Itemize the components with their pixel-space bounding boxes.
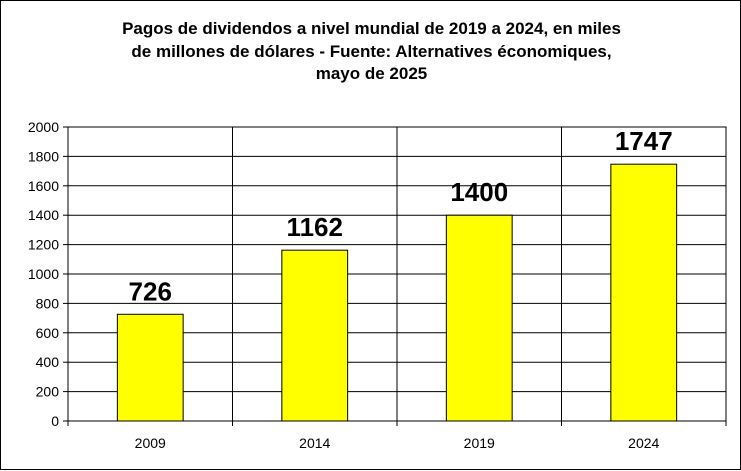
y-tick-label: 1800 <box>28 148 59 164</box>
y-tick-label: 800 <box>36 295 60 311</box>
y-tick-label: 0 <box>51 413 59 429</box>
data-label: 1400 <box>450 177 508 207</box>
chart-title-line-3: mayo de 2025 <box>315 64 428 83</box>
y-tick-label: 400 <box>36 354 60 370</box>
x-tick-label: 2019 <box>464 435 495 451</box>
x-tick-label: 2009 <box>135 435 166 451</box>
plot-border <box>67 126 727 422</box>
chart-title-line-1: Pagos de dividendos a nivel mundial de 2… <box>122 19 621 38</box>
data-label: 726 <box>129 276 172 306</box>
data-label: 1747 <box>615 126 673 156</box>
y-tick-label: 1600 <box>28 178 59 194</box>
y-tick-label: 600 <box>36 325 60 341</box>
x-tick-label: 2024 <box>628 435 659 451</box>
y-tick-label: 2000 <box>28 119 59 135</box>
chart-title: Pagos de dividendos a nivel mundial de 2… <box>1 18 741 86</box>
bar <box>281 249 349 422</box>
x-tick-label: 2014 <box>299 435 330 451</box>
y-tick-label: 1200 <box>28 237 59 253</box>
y-tick-label: 200 <box>36 384 60 400</box>
y-tick-label: 1000 <box>28 266 59 282</box>
chart-title-line-2: de millones de dólares - Fuente: Alterna… <box>131 41 612 61</box>
data-label: 1162 <box>287 212 343 242</box>
bar <box>116 313 184 422</box>
bar <box>445 214 513 422</box>
bar <box>610 163 678 422</box>
y-tick-label: 1400 <box>28 207 59 223</box>
